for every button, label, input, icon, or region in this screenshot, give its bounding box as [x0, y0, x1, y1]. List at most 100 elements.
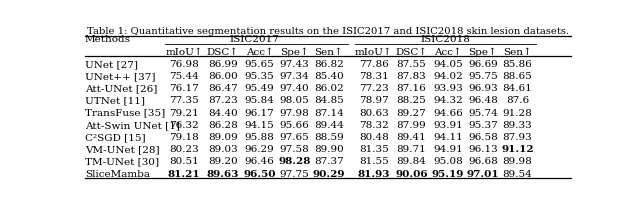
- Text: 96.29: 96.29: [244, 145, 275, 154]
- Text: 87.37: 87.37: [314, 158, 344, 166]
- Text: VM-UNet [28]: VM-UNet [28]: [85, 145, 159, 154]
- Text: 77.35: 77.35: [170, 97, 199, 106]
- Text: 89.63: 89.63: [207, 170, 239, 179]
- Text: 79.18: 79.18: [170, 133, 199, 142]
- Text: 78.97: 78.97: [359, 97, 388, 106]
- Text: 97.58: 97.58: [280, 145, 309, 154]
- Text: 94.32: 94.32: [433, 97, 463, 106]
- Text: 96.93: 96.93: [468, 84, 498, 93]
- Text: 88.25: 88.25: [396, 97, 426, 106]
- Text: 89.41: 89.41: [396, 133, 426, 142]
- Text: 95.19: 95.19: [432, 170, 464, 179]
- Text: 86.00: 86.00: [208, 72, 237, 81]
- Text: 87.83: 87.83: [396, 72, 426, 81]
- Text: 87.93: 87.93: [502, 133, 532, 142]
- Text: 87.55: 87.55: [396, 60, 426, 69]
- Text: 85.86: 85.86: [502, 60, 532, 69]
- Text: Att-UNet [26]: Att-UNet [26]: [85, 84, 157, 93]
- Text: 90.06: 90.06: [395, 170, 428, 179]
- Text: 97.34: 97.34: [280, 72, 309, 81]
- Text: 86.82: 86.82: [314, 60, 344, 69]
- Text: 89.90: 89.90: [314, 145, 344, 154]
- Text: 97.01: 97.01: [467, 170, 499, 179]
- Text: 86.47: 86.47: [208, 84, 237, 93]
- Text: TM-UNet [30]: TM-UNet [30]: [85, 158, 159, 166]
- Text: 91.28: 91.28: [502, 109, 532, 118]
- Text: UNet [27]: UNet [27]: [85, 60, 138, 69]
- Text: 97.98: 97.98: [280, 109, 309, 118]
- Text: 87.99: 87.99: [396, 121, 426, 130]
- Text: 85.40: 85.40: [314, 72, 344, 81]
- Text: 81.21: 81.21: [168, 170, 200, 179]
- Text: 94.91: 94.91: [433, 145, 463, 154]
- Text: 96.48: 96.48: [468, 97, 498, 106]
- Text: 96.50: 96.50: [243, 170, 276, 179]
- Text: 89.03: 89.03: [208, 145, 237, 154]
- Text: 81.55: 81.55: [359, 158, 388, 166]
- Text: ISIC2017: ISIC2017: [230, 36, 280, 45]
- Text: 80.63: 80.63: [359, 109, 388, 118]
- Text: 89.84: 89.84: [396, 158, 426, 166]
- Text: 87.16: 87.16: [396, 84, 426, 93]
- Text: 89.44: 89.44: [314, 121, 344, 130]
- Text: 84.61: 84.61: [502, 84, 532, 93]
- Text: UTNet [11]: UTNet [11]: [85, 97, 145, 106]
- Text: 93.91: 93.91: [433, 121, 463, 130]
- Text: SliceMamba: SliceMamba: [85, 170, 150, 179]
- Text: 81.35: 81.35: [359, 145, 388, 154]
- Text: C²SGD [15]: C²SGD [15]: [85, 133, 145, 142]
- Text: 80.48: 80.48: [359, 133, 388, 142]
- Text: 95.88: 95.88: [244, 133, 275, 142]
- Text: 95.37: 95.37: [468, 121, 498, 130]
- Text: ISIC2018: ISIC2018: [420, 36, 470, 45]
- Text: 77.23: 77.23: [359, 84, 388, 93]
- Text: 86.99: 86.99: [208, 60, 237, 69]
- Text: 89.33: 89.33: [502, 121, 532, 130]
- Text: 95.84: 95.84: [244, 97, 275, 106]
- Text: 77.86: 77.86: [359, 60, 388, 69]
- Text: DSC↑: DSC↑: [396, 48, 428, 57]
- Text: 87.23: 87.23: [208, 97, 237, 106]
- Text: Sen↑: Sen↑: [315, 48, 344, 57]
- Text: 98.28: 98.28: [278, 158, 310, 166]
- Text: 80.23: 80.23: [170, 145, 199, 154]
- Text: Acc↑: Acc↑: [434, 48, 462, 57]
- Text: UNet++ [37]: UNet++ [37]: [85, 72, 156, 81]
- Text: 95.65: 95.65: [244, 60, 275, 69]
- Text: 76.17: 76.17: [170, 84, 199, 93]
- Text: 90.29: 90.29: [313, 170, 345, 179]
- Text: 98.05: 98.05: [280, 97, 309, 106]
- Text: 96.13: 96.13: [468, 145, 498, 154]
- Text: Table 1: Quantitative segmentation results on the ISIC2017 and ISIC2018 skin les: Table 1: Quantitative segmentation resul…: [87, 27, 569, 36]
- Text: 87.6: 87.6: [506, 97, 529, 106]
- Text: 95.35: 95.35: [244, 72, 275, 81]
- Text: 88.59: 88.59: [314, 133, 344, 142]
- Text: 97.40: 97.40: [280, 84, 309, 93]
- Text: 84.40: 84.40: [208, 109, 237, 118]
- Text: 94.05: 94.05: [433, 60, 463, 69]
- Text: 75.44: 75.44: [170, 72, 199, 81]
- Text: 88.65: 88.65: [502, 72, 532, 81]
- Text: 84.85: 84.85: [314, 97, 344, 106]
- Text: Acc↑: Acc↑: [246, 48, 273, 57]
- Text: Spe↑: Spe↑: [280, 48, 308, 57]
- Text: 87.14: 87.14: [314, 109, 344, 118]
- Text: 86.02: 86.02: [314, 84, 344, 93]
- Text: 94.15: 94.15: [244, 121, 275, 130]
- Text: 78.31: 78.31: [359, 72, 388, 81]
- Text: mIoU↑: mIoU↑: [355, 48, 392, 57]
- Text: 89.54: 89.54: [502, 170, 532, 179]
- Text: 97.65: 97.65: [280, 133, 309, 142]
- Text: 81.93: 81.93: [358, 170, 390, 179]
- Text: 96.58: 96.58: [468, 133, 498, 142]
- Text: 86.28: 86.28: [208, 121, 237, 130]
- Text: 89.27: 89.27: [396, 109, 426, 118]
- Text: 76.98: 76.98: [170, 60, 199, 69]
- Text: 94.66: 94.66: [433, 109, 463, 118]
- Text: 91.12: 91.12: [501, 145, 534, 154]
- Text: 95.08: 95.08: [433, 158, 463, 166]
- Text: 95.74: 95.74: [468, 109, 498, 118]
- Text: 78.32: 78.32: [359, 121, 388, 130]
- Text: 76.32: 76.32: [170, 121, 199, 130]
- Text: 95.66: 95.66: [280, 121, 309, 130]
